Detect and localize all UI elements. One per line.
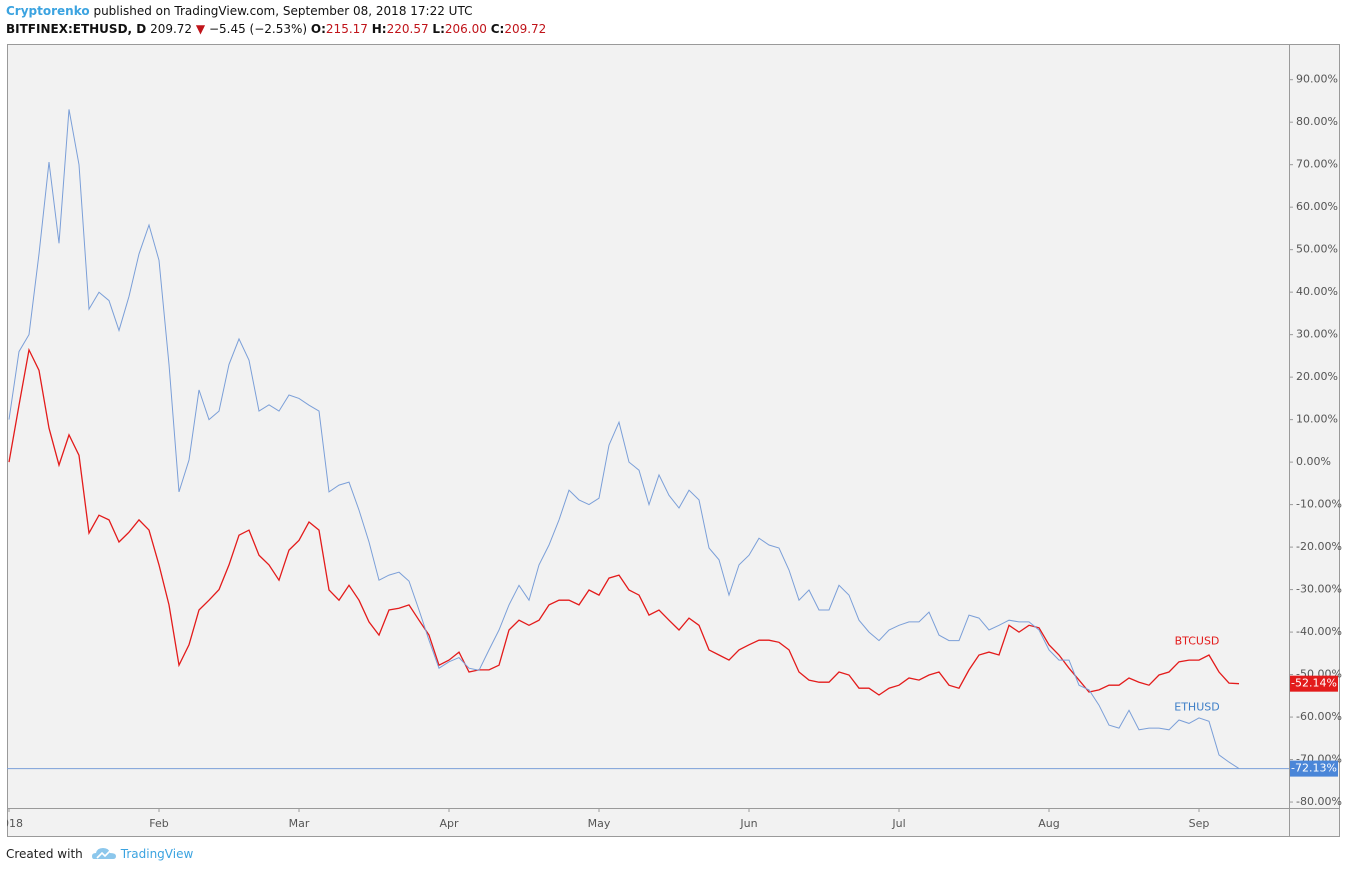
y-tick-label: -30.00% [1296,583,1342,596]
x-labels: 2018 Feb Mar Apr May Jun Jul Aug Sep [0,808,1210,830]
symbol: BITFINEX:ETHUSD, D [6,22,147,36]
last-value-tag [1290,760,1338,777]
change: −5.45 (−2.53%) [208,22,308,36]
x-tick-label: Feb [149,817,168,830]
y-tick-label: 80.00% [1296,115,1338,128]
low-label: L: [432,22,445,36]
y-tick-label: -20.00% [1296,540,1342,553]
header-line: Cryptorenko published on TradingView.com… [6,4,472,18]
created: Created with [6,847,83,861]
low: 206.00 [444,22,487,36]
open: 215.17 [325,22,368,36]
logo [91,848,116,859]
y-tick-label: 90.00% [1296,73,1338,86]
x-tick-label: Jul [891,817,905,830]
y-tick-label: -10.00% [1296,498,1342,511]
y-tick-label: 10.00% [1296,413,1338,426]
close: 209.72 [504,22,547,36]
y-tick-label: 30.00% [1296,328,1338,341]
footer: Created with TradingView [6,846,193,862]
last-value-label: -52.14% [1291,677,1337,690]
y-tick-label: 50.00% [1296,243,1338,256]
brand[interactable]: TradingView [120,847,194,861]
arrow: ▼ [195,22,206,36]
open-label: O: [310,22,326,36]
series-line [8,109,1240,770]
author[interactable]: Cryptorenko [6,4,90,18]
y-tick-label: 40.00% [1296,285,1338,298]
published: published on TradingView.com, September … [93,4,473,18]
x-tick-label: Sep [1189,817,1210,830]
x-tick-label: Mar [289,817,310,830]
close-label: C: [490,22,505,36]
series-label: ETHUSD [1174,701,1219,714]
high-label: H: [371,22,387,36]
y-tick-label: -80.00% [1296,795,1342,808]
high: 220.57 [386,22,429,36]
y-tick-label: 0.00% [1296,455,1331,468]
y-tick-label: -60.00% [1296,710,1342,723]
price: 209.72 [150,22,193,36]
y-tick-label: 70.00% [1296,158,1338,171]
last-value-label: -72.13% [1291,762,1337,775]
x-tick-label: Apr [439,817,459,830]
y-tick-label: -40.00% [1296,625,1342,638]
series-label: BTCUSD [1175,635,1220,648]
chart-frame [7,44,1340,837]
last-value-tag [1290,675,1338,692]
x-tick-label: May [588,817,611,830]
x-tick-label: Aug [1038,817,1059,830]
header-line: BITFINEX:ETHUSD, D 209.72 ▼ −5.45 (−2.53… [6,22,546,36]
y-tick-label: 20.00% [1296,370,1338,383]
x-tick-label: 2018 [0,817,23,830]
x-tick-label: Jun [739,817,757,830]
y-tick-label: 60.00% [1296,200,1338,213]
